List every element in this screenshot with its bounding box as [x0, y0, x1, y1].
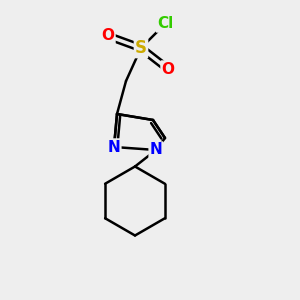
Text: Cl: Cl	[157, 16, 173, 32]
Text: O: O	[101, 28, 115, 44]
Text: N: N	[150, 142, 162, 158]
Text: O: O	[161, 61, 175, 76]
Text: S: S	[135, 39, 147, 57]
Text: N: N	[108, 140, 120, 154]
